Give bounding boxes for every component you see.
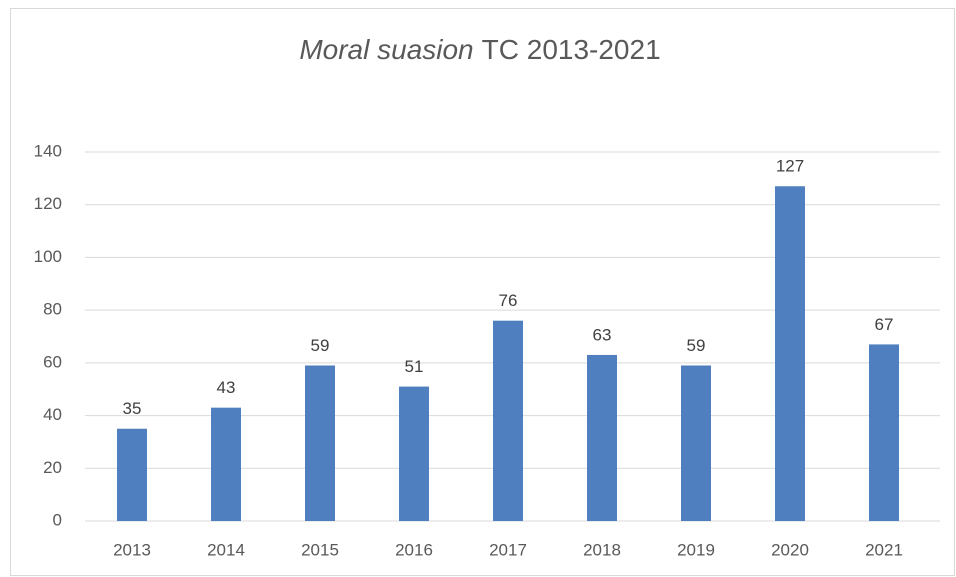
x-tick-label: 2016	[395, 540, 433, 559]
data-label: 67	[875, 315, 894, 334]
y-tick-label: 120	[34, 194, 62, 213]
data-label: 51	[405, 357, 424, 376]
x-tick-label: 2017	[489, 540, 527, 559]
data-label: 76	[499, 291, 518, 310]
chart-title-italic: Moral suasion	[299, 34, 473, 65]
bar	[869, 344, 899, 521]
x-tick-label: 2021	[865, 540, 903, 559]
y-tick-label: 60	[43, 352, 62, 371]
bar	[211, 407, 241, 521]
x-tick-label: 2020	[771, 540, 809, 559]
x-tick-label: 2019	[677, 540, 715, 559]
y-tick-label: 0	[53, 510, 62, 529]
x-tick-label: 2013	[113, 540, 151, 559]
y-tick-label: 20	[43, 458, 62, 477]
data-label: 43	[217, 378, 236, 397]
bar	[117, 428, 147, 521]
chart-title-rest: TC 2013-2021	[482, 34, 661, 65]
x-tick-label: 2018	[583, 540, 621, 559]
y-tick-label: 140	[34, 141, 62, 160]
data-label: 127	[776, 157, 804, 176]
bar	[399, 386, 429, 521]
bar	[681, 365, 711, 521]
y-tick-label: 40	[43, 405, 62, 424]
bar	[775, 186, 805, 521]
chart-title: Moral suasion TC 2013-2021	[299, 34, 660, 65]
data-label: 35	[123, 399, 142, 418]
y-tick-label: 100	[34, 247, 62, 266]
bar	[587, 354, 617, 521]
bar	[493, 320, 523, 521]
data-label: 59	[687, 336, 706, 355]
x-tick-label: 2015	[301, 540, 339, 559]
x-tick-label: 2014	[207, 540, 245, 559]
y-tick-label: 80	[43, 300, 62, 319]
chart-frame	[10, 8, 955, 576]
bar	[305, 365, 335, 521]
data-label: 63	[593, 325, 612, 344]
data-label: 59	[311, 336, 330, 355]
